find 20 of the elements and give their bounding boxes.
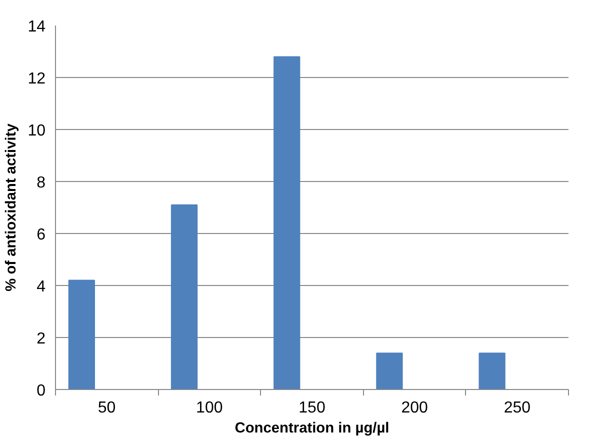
bar [170, 204, 198, 390]
y-tick-label: 14 [28, 18, 46, 36]
x-tick-label: 50 [98, 400, 116, 416]
y-tick-label: 10 [28, 122, 46, 140]
x-tick-label: 250 [504, 400, 531, 416]
y-tick-label: 2 [36, 330, 46, 348]
y-tick-label: 8 [36, 174, 46, 192]
x-tick-label: 200 [401, 400, 428, 416]
bar [376, 352, 403, 390]
x-axis-title: Concentration in µg/µl [234, 420, 390, 436]
y-tick-label: 4 [36, 278, 46, 296]
y-tick-label: 0 [36, 382, 46, 400]
x-tick-label: 150 [298, 400, 326, 416]
y-axis-title: % of antioxidant activity [4, 122, 20, 292]
y-tick-label: 12 [28, 70, 46, 88]
bar [274, 56, 300, 390]
y-tick-label: 6 [36, 226, 46, 244]
x-tick-label: 100 [196, 400, 223, 416]
bar [68, 280, 95, 390]
bar [478, 352, 506, 390]
